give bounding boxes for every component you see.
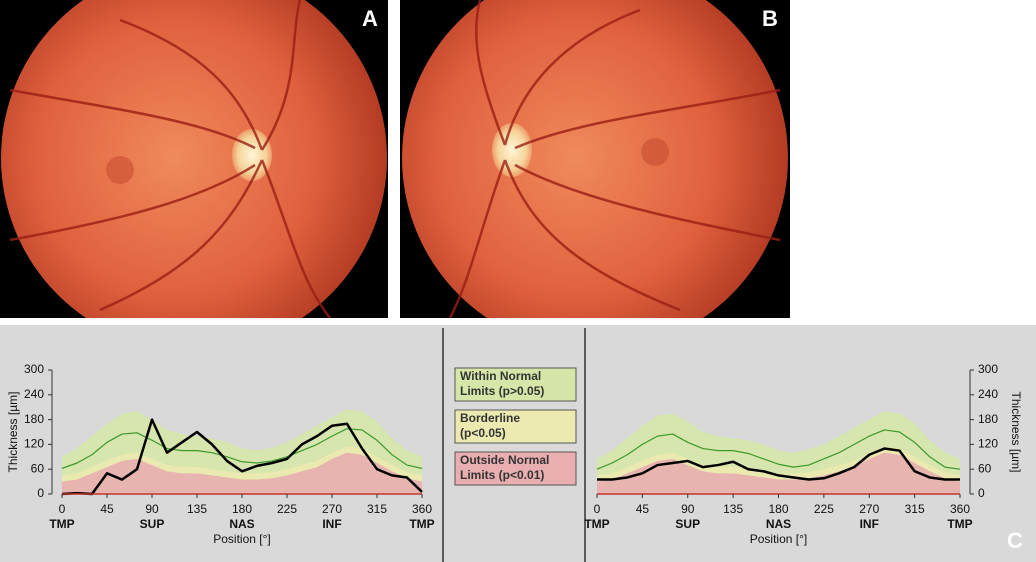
normal-mean-line [596,429,961,470]
x-tick-label: 135 [187,502,207,516]
x-region-label: NAS [229,517,254,531]
x-tick-label: 45 [636,502,650,516]
legend-swatch [454,367,577,402]
thickness-line [61,418,423,496]
x-axis-title: Position [°] [750,532,808,546]
y-tick-label: 120 [978,437,998,451]
y-tick-label: 60 [31,461,45,475]
x-region-label: SUP [675,517,700,531]
y-tick-label: 60 [978,461,992,475]
x-region-label: TMP [49,517,74,531]
legend-label: Outside Normal [460,453,549,467]
legend-swatch [454,409,577,444]
x-region-label: NAS [766,517,791,531]
x-tick-label: 270 [859,502,879,516]
thickness-line [597,447,960,481]
fundus-a: A [0,0,388,318]
legend-swatch [454,451,577,486]
x-tick-label: 90 [681,502,695,516]
panel-label: A [362,6,378,31]
panel-label: B [762,6,778,31]
x-tick-label: 180 [768,502,788,516]
y-tick-label: 180 [978,412,998,426]
normal-mean-line [61,428,423,469]
fundus-b: B [400,0,790,318]
x-tick-label: 360 [412,502,432,516]
x-tick-label: 45 [100,502,114,516]
x-tick-label: 180 [232,502,252,516]
x-axis-title: Position [°] [213,532,271,546]
x-region-label: INF [860,517,879,531]
x-tick-label: 315 [367,502,387,516]
x-region-label: TMP [584,517,609,531]
x-region-label: TMP [409,517,434,531]
x-tick-label: 360 [950,502,970,516]
normal-band [597,452,960,494]
x-tick-label: 225 [277,502,297,516]
x-tick-label: 0 [59,502,66,516]
legend-label: Borderline [460,411,520,425]
legend-label: (p<0.05) [460,426,506,440]
normal-band [62,452,422,494]
legend-label: Limits (p>0.05) [460,384,544,398]
y-tick-label: 300 [24,362,44,376]
y-tick-label: 120 [24,437,44,451]
y-axis-title: Thickness [µm] [6,392,20,473]
x-region-label: TMP [947,517,972,531]
x-tick-label: 135 [723,502,743,516]
y-tick-label: 300 [978,362,998,376]
x-tick-label: 225 [814,502,834,516]
x-tick-label: 0 [594,502,601,516]
x-tick-label: 90 [145,502,159,516]
y-axis-title: Thickness [µm] [1009,392,1023,473]
y-tick-label: 0 [978,486,985,500]
y-tick-label: 180 [24,412,44,426]
x-region-label: SUP [140,517,165,531]
panel-label: C [1007,528,1023,553]
x-region-label: INF [322,517,341,531]
legend-label: Within Normal [460,369,541,383]
y-tick-label: 240 [24,387,44,401]
legend-label: Limits (p<0.01) [460,468,544,482]
x-tick-label: 315 [905,502,925,516]
y-tick-label: 240 [978,387,998,401]
x-tick-label: 270 [322,502,342,516]
y-tick-label: 0 [37,486,44,500]
